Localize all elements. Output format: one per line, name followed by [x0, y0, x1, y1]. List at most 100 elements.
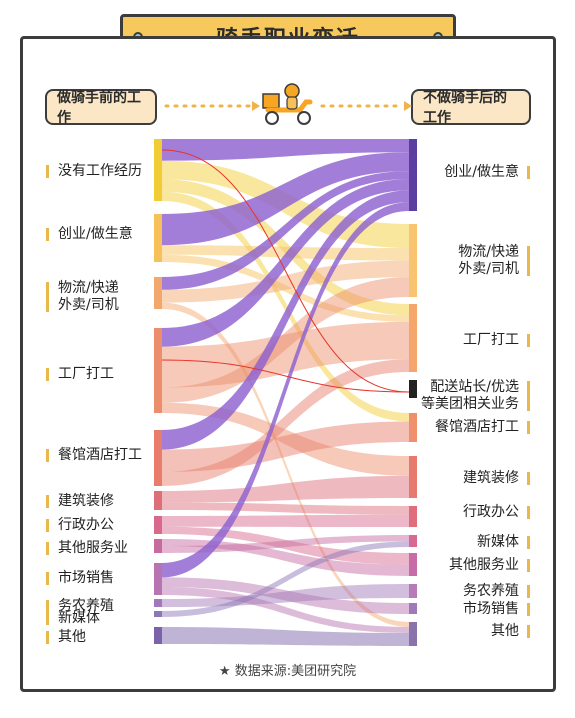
flow-link	[162, 178, 409, 347]
left-node-label: 创业/做生意	[46, 226, 133, 243]
label-tick	[527, 421, 530, 434]
left-node-bar	[154, 328, 162, 413]
flow-link	[162, 402, 409, 476]
label-tick	[46, 572, 49, 585]
flow-link	[162, 302, 409, 627]
label-tick	[46, 282, 49, 312]
left-node-bar	[154, 516, 162, 534]
right-node-bar	[409, 622, 417, 646]
right-node-bar	[409, 506, 417, 527]
left-node-bar	[154, 214, 162, 262]
right-node-label: 建筑装修	[463, 470, 530, 487]
flow-link	[162, 191, 409, 422]
flow-link	[162, 421, 409, 472]
flow-link	[162, 475, 409, 503]
label-tick	[46, 165, 49, 178]
right-node-bar	[409, 553, 417, 576]
left-node-bar	[154, 139, 162, 201]
right-node-label: 创业/做生意	[444, 164, 530, 181]
flow-link	[162, 321, 409, 388]
dotted-arrow-left	[164, 101, 260, 111]
left-node-label: 餐馆酒店打工	[46, 447, 142, 464]
highlight-link	[161, 149, 410, 393]
label-tick	[527, 625, 530, 638]
right-node-bar	[409, 584, 417, 598]
label-tick	[527, 603, 530, 616]
flow-link	[162, 190, 409, 450]
label-tick	[46, 542, 49, 555]
label-tick	[527, 472, 530, 485]
label-tick	[46, 228, 49, 241]
highlight-link	[161, 359, 410, 393]
label-tick	[527, 585, 530, 598]
left-node-label: 务农养殖	[46, 598, 114, 615]
right-node-bar	[409, 380, 417, 398]
flow-link	[162, 587, 409, 634]
left-node-label: 工厂打工	[46, 366, 114, 383]
flow-link	[162, 577, 409, 614]
right-node-label: 其他	[491, 623, 530, 640]
right-node-label: 物流/快递 外卖/司机	[458, 244, 530, 278]
label-tick	[527, 536, 530, 549]
left-node-label: 物流/快递 外卖/司机	[46, 280, 119, 314]
left-node-label: 其他服务业	[46, 540, 128, 557]
right-node-label: 市场销售	[463, 601, 530, 618]
flow-link	[162, 171, 409, 290]
right-node-label: 新媒体	[477, 534, 530, 551]
label-tick	[46, 519, 49, 532]
flow-link	[162, 584, 409, 607]
left-node-bar	[154, 563, 162, 595]
flow-link	[162, 514, 409, 527]
left-node-label: 市场销售	[46, 570, 114, 587]
left-node-label: 其他	[46, 629, 86, 646]
label-tick	[46, 449, 49, 462]
delivery-rider-icon	[262, 83, 313, 125]
right-node-label: 餐馆酒店打工	[435, 419, 530, 436]
before-header: 做骑手前的工作	[45, 89, 157, 126]
flow-link	[162, 627, 409, 646]
flow-link	[162, 359, 409, 486]
right-node-bar	[409, 456, 417, 498]
right-node-label: 其他服务业	[449, 557, 530, 574]
flow-link	[162, 139, 409, 161]
after-header: 不做骑手后的工作	[411, 89, 531, 126]
flow-link	[162, 535, 409, 553]
right-node-label: 务农养殖	[463, 583, 530, 600]
right-node-bar	[409, 535, 417, 547]
flow-link	[162, 539, 409, 576]
label-tick	[46, 612, 49, 625]
label-tick	[46, 495, 49, 508]
flow-link	[162, 152, 409, 246]
flow-link	[162, 254, 409, 322]
flow-link	[162, 202, 409, 578]
left-node-label: 新媒体	[46, 610, 100, 627]
right-node-bar	[409, 224, 417, 297]
data-source: ★ 数据来源:美团研究院	[218, 664, 357, 679]
flow-link	[162, 277, 409, 403]
left-node-bar	[154, 611, 162, 617]
flow-link	[162, 541, 409, 617]
right-node-bar	[409, 139, 417, 211]
label-tick	[527, 334, 530, 347]
flow-link	[162, 179, 409, 316]
label-tick	[527, 246, 530, 276]
left-node-label: 行政办公	[46, 517, 114, 534]
label-tick	[46, 600, 49, 613]
right-node-bar	[409, 413, 417, 442]
label-tick	[527, 506, 530, 519]
left-node-label: 建筑装修	[46, 493, 114, 510]
flow-link	[162, 502, 409, 515]
right-node-bar	[409, 603, 417, 614]
left-node-bar	[154, 277, 162, 309]
right-node-label: 配送站长/优选 等美团相关业务	[421, 379, 530, 413]
right-node-bar	[409, 304, 417, 372]
right-node-label: 行政办公	[463, 504, 530, 521]
flow-link	[162, 260, 409, 303]
left-node-bar	[154, 539, 162, 553]
left-node-bar	[154, 430, 162, 486]
right-node-label: 工厂打工	[463, 332, 530, 349]
left-node-bar	[154, 627, 162, 644]
label-tick	[527, 381, 530, 411]
left-node-bar	[154, 491, 162, 510]
